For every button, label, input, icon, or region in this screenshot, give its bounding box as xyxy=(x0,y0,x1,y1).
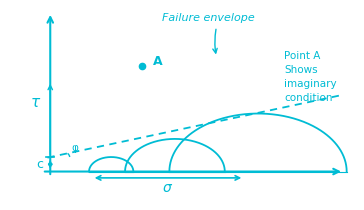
Text: τ: τ xyxy=(31,95,40,110)
Text: Point A
Shows
imaginary
condition: Point A Shows imaginary condition xyxy=(284,51,337,103)
Text: φ: φ xyxy=(72,143,79,153)
Text: Failure envelope: Failure envelope xyxy=(162,13,254,23)
Text: c: c xyxy=(36,158,43,171)
Text: σ: σ xyxy=(162,181,171,195)
Text: A: A xyxy=(153,55,162,68)
